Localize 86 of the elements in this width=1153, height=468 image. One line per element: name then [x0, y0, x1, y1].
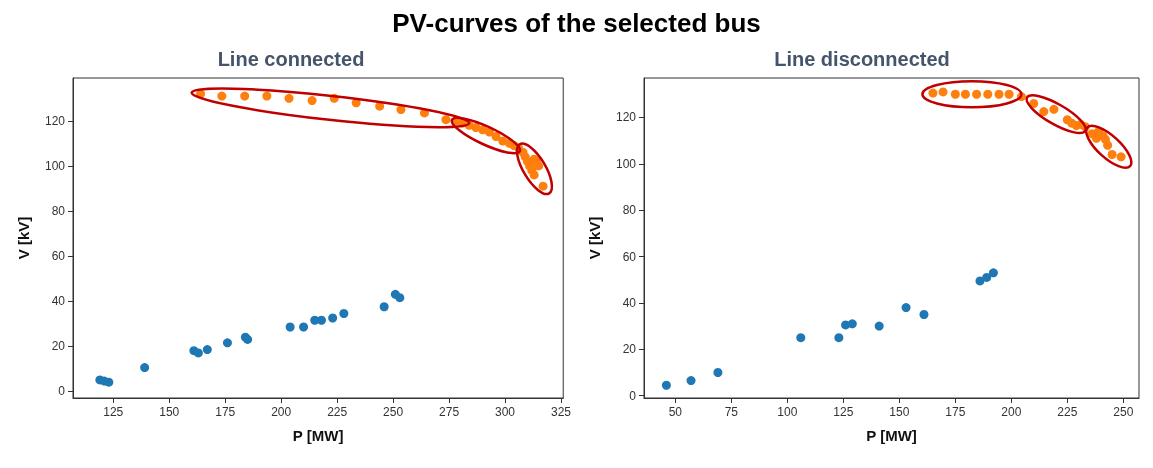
x-tick-label: 50: [668, 405, 683, 419]
x-tick-label: 100: [777, 405, 798, 419]
point: [1004, 89, 1014, 99]
y-tick-label: 80: [51, 203, 66, 218]
point: [796, 333, 806, 343]
x-tick-label: 75: [724, 405, 739, 419]
y-tick-label: 0: [629, 388, 637, 403]
point: [222, 338, 232, 348]
point: [1029, 99, 1039, 108]
x-tick-label: 150: [159, 405, 180, 419]
chart-title: Line disconnected: [774, 48, 950, 70]
x-tick-label: 175: [215, 405, 236, 419]
point: [284, 93, 294, 103]
point: [950, 89, 960, 99]
point: [285, 322, 295, 332]
point: [1049, 104, 1059, 114]
point: [339, 309, 349, 318]
point: [379, 302, 389, 312]
point: [661, 380, 671, 390]
x-tick-label: 300: [495, 405, 516, 419]
point: [901, 303, 911, 313]
x-axis-title: P [MW]: [292, 427, 344, 444]
point: [262, 91, 272, 101]
point: [529, 170, 539, 180]
text: PV-curves of the selected bus: [391, 8, 762, 40]
point: [919, 310, 929, 320]
y-tick-label: 40: [51, 294, 66, 309]
y-tick-label: 40: [622, 295, 637, 310]
point: [928, 88, 938, 98]
x-tick-label: 275: [439, 405, 460, 419]
x-tick-label: 225: [1057, 405, 1078, 419]
point: [140, 363, 150, 373]
point: [988, 268, 998, 278]
point: [299, 322, 309, 332]
x-tick-label: 125: [833, 405, 854, 419]
point: [217, 91, 227, 101]
point: [874, 321, 884, 331]
chart-title: Line connected: [217, 48, 365, 70]
point: [994, 89, 1004, 99]
point: [307, 96, 317, 106]
x-tick-label: 250: [383, 405, 404, 419]
y-tick-label: 80: [622, 203, 637, 218]
y-tick-label: 120: [44, 113, 66, 128]
y-tick-label: 60: [51, 249, 66, 264]
x-tick-label: 200: [271, 405, 292, 419]
point: [328, 313, 338, 323]
point: [538, 181, 548, 191]
point: [395, 293, 405, 303]
y-tick-label: 0: [58, 384, 66, 399]
y-tick-label: 120: [615, 110, 637, 125]
x-tick-label: 250: [1113, 405, 1134, 419]
point: [938, 87, 948, 97]
y-axis-title: V [kV]: [15, 216, 32, 260]
x-tick-label: 175: [945, 405, 966, 419]
x-tick-label: 325: [550, 405, 572, 419]
y-tick-label: 20: [51, 339, 66, 354]
point: [1107, 150, 1117, 160]
point: [534, 161, 544, 171]
x-axis-title: P [MW]: [866, 427, 917, 444]
y-tick-label: 20: [622, 342, 637, 357]
point: [491, 132, 501, 142]
point: [1103, 140, 1113, 150]
point: [847, 319, 857, 329]
y-axis-title: V [kV]: [586, 216, 603, 260]
point: [975, 276, 985, 286]
point: [982, 272, 992, 282]
x-tick-label: 150: [889, 405, 910, 419]
x-tick-label: 200: [1001, 405, 1022, 419]
point: [202, 345, 212, 355]
y-tick-label: 100: [615, 156, 637, 171]
y-tick-label: 100: [44, 158, 66, 173]
point: [972, 89, 982, 99]
point: [983, 89, 993, 99]
point: [686, 376, 696, 386]
point: [834, 333, 844, 343]
point: [1039, 107, 1049, 117]
y-tick-label: 60: [622, 249, 637, 264]
point: [240, 91, 250, 101]
point: [1116, 152, 1126, 162]
x-tick-label: 225: [327, 405, 348, 419]
point: [193, 348, 203, 358]
point: [960, 89, 970, 99]
point: [441, 115, 451, 125]
x-tick-label: 125: [103, 405, 124, 419]
point: [104, 377, 114, 387]
point: [713, 367, 723, 377]
